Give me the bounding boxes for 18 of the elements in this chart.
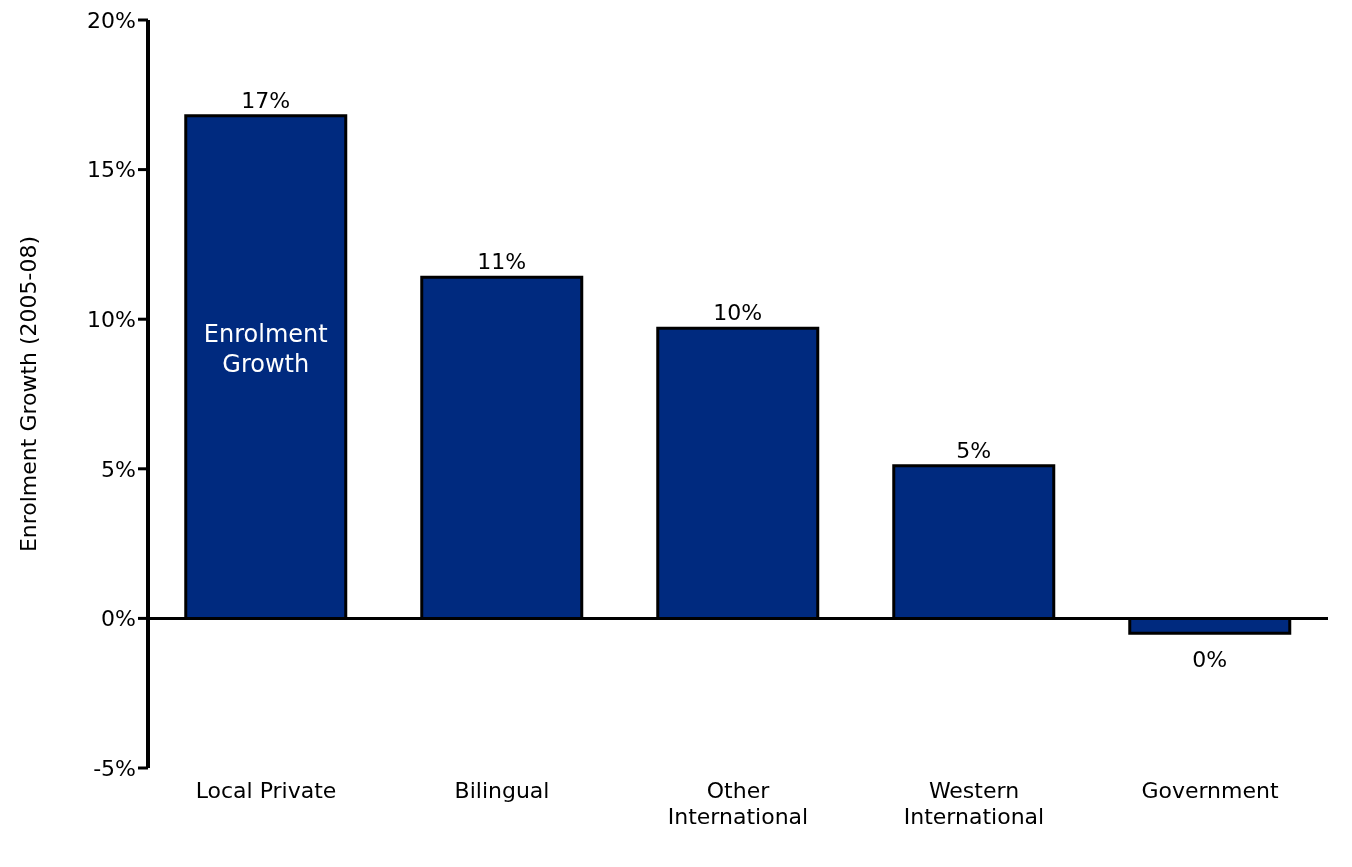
x-tick-label: Bilingual xyxy=(454,778,550,803)
y-tick-label: 0% xyxy=(101,606,136,632)
y-tick-label: 15% xyxy=(87,157,136,183)
x-tick-label: Western International xyxy=(903,778,1045,829)
data-label: 10% xyxy=(713,300,763,326)
data-label: 0% xyxy=(1192,647,1228,673)
series-label: Enrolment Growth xyxy=(203,319,328,378)
data-label: 17% xyxy=(241,87,291,113)
data-label: 11% xyxy=(477,249,527,275)
y-tick-label: -5% xyxy=(93,755,136,781)
x-tick-label: Other International xyxy=(667,778,809,829)
y-axis-title: Enrolment Growth (2005-08) xyxy=(15,235,41,553)
y-tick-label: 5% xyxy=(101,456,136,482)
y-tick-label: 10% xyxy=(87,307,136,333)
x-tick-label: Local Private xyxy=(195,778,337,803)
y-tick-label: 20% xyxy=(87,7,136,33)
data-label: 5% xyxy=(956,437,992,463)
x-tick-label: Government xyxy=(1141,778,1279,803)
